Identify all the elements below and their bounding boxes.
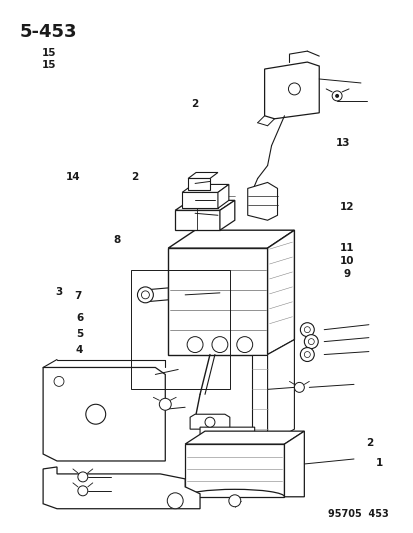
Text: 1: 1 [375, 458, 382, 467]
Polygon shape [175, 211, 219, 230]
Polygon shape [145, 288, 168, 302]
Text: 9: 9 [342, 270, 349, 279]
Circle shape [331, 91, 341, 101]
Circle shape [308, 338, 313, 345]
Text: 4: 4 [76, 345, 83, 356]
Text: 15: 15 [41, 60, 56, 70]
Polygon shape [199, 427, 254, 449]
Circle shape [300, 322, 313, 337]
Polygon shape [284, 431, 304, 497]
Polygon shape [185, 444, 284, 497]
Circle shape [304, 327, 310, 333]
Circle shape [211, 337, 227, 352]
Text: 10: 10 [339, 256, 353, 266]
Polygon shape [182, 192, 217, 208]
Text: 5: 5 [76, 329, 83, 339]
Circle shape [159, 398, 171, 410]
Circle shape [228, 495, 240, 507]
Text: 5-453: 5-453 [19, 23, 76, 41]
Circle shape [294, 382, 304, 392]
Polygon shape [188, 173, 217, 179]
Circle shape [304, 352, 310, 358]
Polygon shape [43, 367, 165, 461]
Circle shape [54, 376, 64, 386]
Polygon shape [43, 467, 199, 508]
Circle shape [236, 337, 252, 352]
Polygon shape [251, 354, 267, 444]
Polygon shape [267, 230, 294, 354]
Polygon shape [185, 431, 304, 444]
Polygon shape [267, 340, 294, 444]
Text: 11: 11 [339, 243, 353, 253]
Text: 2: 2 [365, 438, 372, 448]
Circle shape [78, 486, 88, 496]
Text: 13: 13 [335, 139, 349, 149]
Text: 95705  453: 95705 453 [327, 508, 388, 519]
Polygon shape [264, 62, 318, 119]
Text: 15: 15 [41, 49, 56, 58]
Polygon shape [182, 184, 228, 192]
Text: 7: 7 [74, 290, 81, 301]
Circle shape [304, 335, 318, 349]
Text: 2: 2 [190, 99, 198, 109]
Circle shape [85, 404, 105, 424]
Polygon shape [175, 200, 234, 211]
Polygon shape [168, 248, 267, 354]
Circle shape [204, 417, 214, 427]
Polygon shape [190, 414, 229, 429]
Polygon shape [217, 184, 228, 208]
Text: 14: 14 [66, 172, 81, 182]
Text: 8: 8 [113, 235, 120, 245]
Text: 6: 6 [76, 313, 83, 324]
Text: 3: 3 [55, 287, 62, 297]
Circle shape [288, 83, 300, 95]
Circle shape [137, 287, 153, 303]
Circle shape [335, 94, 338, 98]
Bar [130, 270, 229, 389]
Polygon shape [188, 179, 209, 190]
Polygon shape [219, 200, 234, 230]
Circle shape [300, 348, 313, 361]
Text: 12: 12 [339, 202, 353, 212]
Circle shape [141, 291, 149, 299]
Circle shape [187, 337, 202, 352]
Circle shape [167, 493, 183, 508]
Polygon shape [247, 182, 277, 220]
Text: 2: 2 [131, 172, 138, 182]
Circle shape [78, 472, 88, 482]
Polygon shape [168, 230, 294, 248]
